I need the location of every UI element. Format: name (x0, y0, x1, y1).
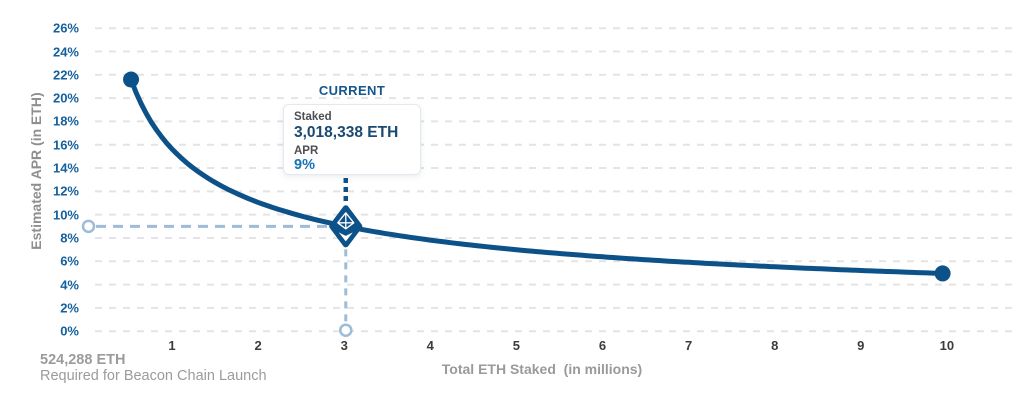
eth-logo-base (338, 232, 353, 242)
tooltip-staked-label: Staked (294, 111, 332, 123)
x-tick-label: 8 (771, 338, 779, 353)
y-tick-label: 18% (52, 113, 79, 129)
x-tick-label: 7 (684, 338, 693, 353)
y-tick-label: 14% (52, 160, 79, 176)
y-tick-label: 24% (52, 44, 79, 59)
beacon-launch-note-caption: Required for Beacon Chain Launch (40, 367, 267, 384)
tooltip-staked-value: 3,018,338 ETH (294, 124, 399, 141)
current-point-tooltip: Staked 3,018,338 ETH APR 9% (283, 104, 421, 175)
y-tick-label: 6% (60, 253, 79, 269)
curve-start-point (123, 71, 140, 88)
beacon-launch-note-eth: 524,288 ETH (40, 352, 126, 368)
y-tick-label: 22% (52, 67, 79, 83)
y-tick-label: 20% (52, 90, 79, 106)
apr-curve[interactable] (128, 77, 946, 276)
y-tick-label: 8% (60, 230, 79, 246)
x-tick-label: 1 (168, 338, 176, 353)
tooltip-apr-value: 9% (294, 157, 315, 173)
x-tick-label: 2 (254, 338, 262, 353)
y-tick-label: 4% (60, 277, 79, 293)
y-tick-label: 10% (52, 207, 79, 223)
y-tick-label: 2% (60, 300, 79, 316)
tooltip-apr-label: APR (294, 145, 319, 157)
x-tick-label: 9 (857, 338, 865, 353)
staked-guide-endpoint (339, 323, 353, 337)
current-point-label: CURRENT (318, 83, 386, 98)
apr-guide-endpoint (81, 219, 96, 234)
x-axis-title: Total ETH Staked (in millions) (441, 361, 643, 377)
y-tick-label: 26% (52, 20, 79, 36)
y-tick-label: 12% (52, 183, 79, 199)
y-tick-label: 0% (60, 323, 79, 339)
x-tick-label: 6 (598, 338, 607, 353)
curve-end-point (934, 265, 951, 282)
x-tick-label: 3 (340, 338, 348, 353)
x-tick-label: 4 (426, 338, 434, 353)
x-tick-label: 5 (512, 338, 521, 353)
beacon-launch-note: 524,288 ETH Required for Beacon Chain La… (40, 352, 267, 384)
y-axis-title: Estimated APR (in ETH) (28, 92, 44, 250)
x-tick-label: 10 (939, 338, 955, 353)
y-tick-label: 16% (52, 137, 79, 153)
